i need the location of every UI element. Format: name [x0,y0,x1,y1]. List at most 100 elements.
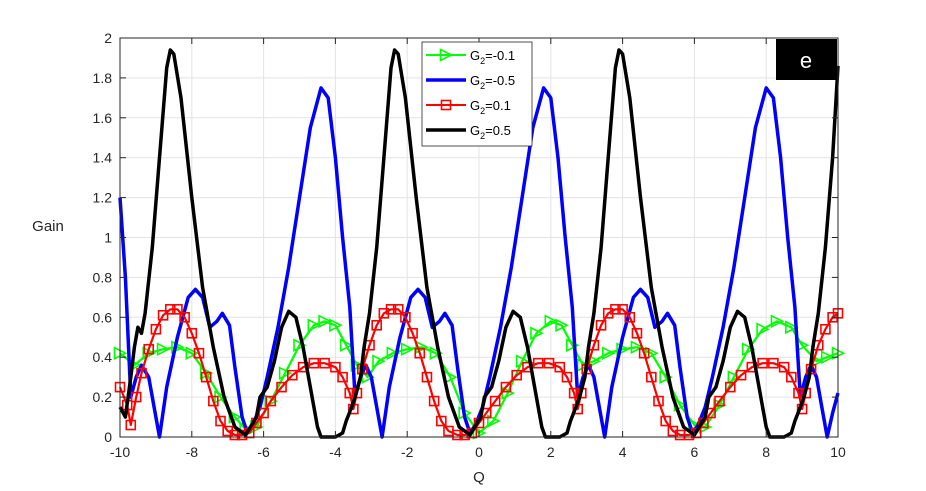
data-point [318,314,332,329]
x-tick-label: 0 [475,444,483,460]
legend-entry: G2=-0.1 [426,48,515,66]
legend-label: G2=0.1 [470,98,511,116]
x-tick-label: 10 [830,444,846,460]
data-point [179,311,190,323]
data-point [595,319,607,331]
y-tick-label: 0.8 [93,269,113,285]
x-tick-label: 2 [547,444,555,460]
tick-layer: -10 -8 -6 -4 -2 0 2 4 6 8 10 0 0.2 0.4 0.6 0.8 1 1.2 1.4 1.… [93,30,846,460]
data-point [554,361,566,373]
data-point [385,304,397,315]
data-point [511,369,522,381]
data-point [265,395,277,407]
data-point [407,327,418,339]
data-point [164,304,176,315]
data-point [428,395,440,407]
x-axis-label: Q [473,469,485,486]
y-tick-label: 1.4 [93,150,113,166]
data-point [278,366,293,380]
y-tick-label: 1.8 [93,70,113,86]
data-point [757,357,768,369]
data-point [392,304,404,315]
x-tick-label: -8 [186,444,199,460]
data-point [319,357,330,369]
y-tick-label: 1.6 [93,110,113,126]
data-point [157,310,169,321]
data-point [576,358,591,372]
data-point [786,371,797,383]
data-point [215,415,226,427]
data-point [400,311,411,323]
y-tick-label: 0.4 [93,349,113,365]
data-point [741,342,756,357]
data-point [500,381,512,393]
y-tick-label: 0 [104,429,112,445]
data-point [436,415,447,427]
data-point [150,323,162,335]
data-point [371,319,382,331]
data-point [452,429,463,441]
data-point [228,410,243,424]
data-point [330,361,341,373]
data-point [653,395,664,407]
data-point [489,395,501,407]
data-point [568,387,580,399]
data-point [414,347,426,359]
data-point [778,361,790,373]
data-point [543,357,555,369]
data-point [276,381,287,393]
data-point [193,347,205,359]
data-point [186,327,198,339]
data-point [339,338,354,353]
data-point [617,304,628,315]
data-point [724,381,736,393]
legend: G2=-0.1 G2=-0.5 G2=0.1 G2=0.5 [421,41,533,147]
panel-label-box [776,39,837,80]
x-tick-label: -4 [329,444,342,460]
data-point [646,371,657,383]
legend-entry: G2=0.5 [426,123,511,141]
data-point [793,387,804,399]
series-layer [113,48,846,441]
data-point [555,318,569,333]
data-point [735,369,747,381]
legend-items: G2=-0.1 G2=-0.5 G2=0.1 G2=0.5 [426,48,515,141]
y-tick-label: 0.2 [93,389,113,405]
legend-marker [440,99,452,111]
data-point [624,311,636,323]
x-tick-label: 4 [619,444,627,460]
data-point [561,371,573,383]
data-point [200,371,212,383]
legend-entry: G2=0.1 [426,98,511,116]
data-point [660,415,671,427]
data-point [659,370,673,384]
data-point [258,407,269,419]
legend-label: G2=-0.1 [470,48,515,66]
panel-label-text: e [800,48,812,73]
data-point [601,346,616,361]
legend-label: G2=-0.5 [470,73,515,91]
panel-label: e [776,39,837,80]
data-point [172,304,183,315]
data-point [287,369,298,381]
data-point [156,342,171,357]
data-point [566,338,580,353]
data-point [208,395,219,407]
legend-label: G2=0.5 [470,123,511,141]
x-tick-label: 8 [762,444,770,460]
data-point [350,358,365,372]
data-point [429,346,444,361]
x-tick-label: -6 [257,444,270,460]
data-point [820,323,831,335]
data-point [638,347,650,359]
data-point [143,343,155,355]
x-tick-label: -10 [110,444,130,460]
data-point [125,419,137,431]
data-point [136,367,147,379]
data-point [532,357,544,369]
data-point [610,304,621,315]
y-axis-label: Gain [32,218,64,235]
legend-marker [439,48,454,62]
y-tick-label: 2 [104,30,112,46]
